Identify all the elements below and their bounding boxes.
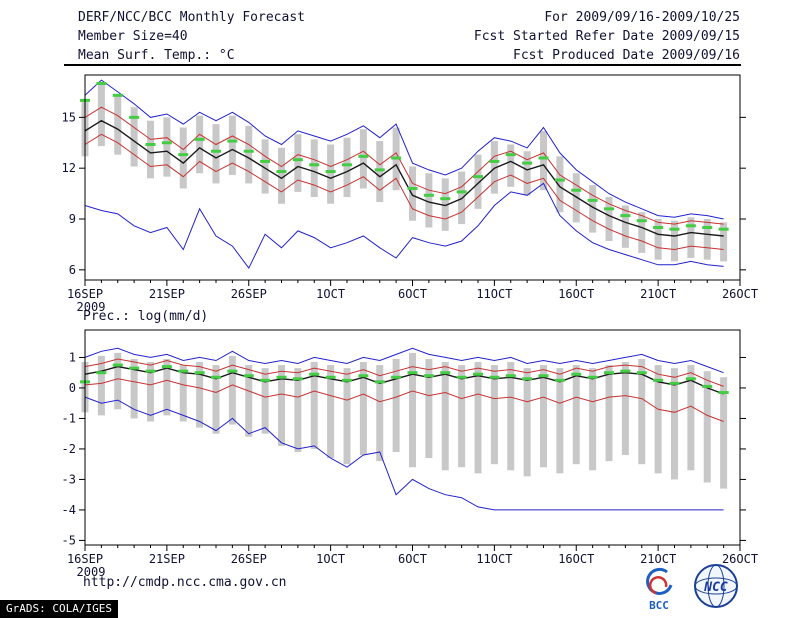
series-plus-sigma [84, 358, 724, 387]
series-minus-sigma [84, 378, 724, 422]
grads-credit-badge: GrADS: COLA/IGES [0, 600, 118, 618]
refer-date-label: Fcst Started Refer Date 2009/09/15 [473, 29, 740, 44]
bcc-logo-text: BCC [649, 599, 669, 612]
series-ensemble-max [84, 347, 724, 374]
series-minus-sigma [84, 133, 724, 251]
svg-text:2009: 2009 [77, 565, 106, 579]
variable-label: Mean Surf. Temp.: °C [78, 48, 235, 63]
spread-boxes [81, 352, 728, 489]
svg-text:-2: -2 [62, 442, 76, 456]
ncc-logo: NCC [694, 564, 738, 608]
svg-text:1OCT: 1OCT [316, 552, 345, 566]
svg-text:-5: -5 [62, 533, 76, 547]
svg-text:1: 1 [69, 350, 76, 364]
svg-text:-3: -3 [62, 472, 76, 486]
svg-text:26SEP: 26SEP [231, 552, 267, 566]
svg-text:0: 0 [69, 381, 76, 395]
header-divider [64, 64, 741, 66]
svg-text:-4: -4 [62, 503, 76, 517]
ncc-logo-text: NCC [703, 580, 728, 595]
temperature-chart: 15 12 9 6 16SEP 21SEP 26SEP 1OCT 6OCT 11OCT 16OCT 2… [62, 74, 758, 314]
svg-text:2009: 2009 [77, 300, 106, 314]
svg-text:21SEP: 21SEP [149, 552, 185, 566]
y-axis: 1 0 -1 -2 -3 -4 -5 [62, 350, 746, 547]
svg-text:26OCT: 26OCT [722, 287, 758, 301]
svg-text:6OCT: 6OCT [398, 287, 427, 301]
svg-text:15: 15 [62, 110, 76, 124]
svg-text:26OCT: 26OCT [722, 552, 758, 566]
svg-text:1OCT: 1OCT [316, 287, 345, 301]
member-size-label: Member Size=40 [78, 29, 188, 44]
median-dashes [80, 81, 729, 231]
svg-text:21SEP: 21SEP [149, 287, 185, 301]
series-ensemble-mean [84, 365, 724, 395]
series-ensemble-min [84, 182, 724, 270]
svg-text:16OCT: 16OCT [558, 287, 594, 301]
produced-date-label: Fcst Produced Date 2009/09/16 [513, 48, 740, 63]
x-axis: 16SEP 21SEP 26SEP 1OCT 6OCT 11OCT 16OCT 21OCT 26… [67, 280, 758, 314]
series-plus-sigma [84, 106, 724, 225]
series-ensemble-min [84, 396, 724, 511]
svg-text:26SEP: 26SEP [231, 287, 267, 301]
svg-text:16SEP: 16SEP [67, 552, 103, 566]
page-title: DERF/NCC/BCC Monthly Forecast [78, 10, 305, 25]
svg-text:6: 6 [69, 263, 76, 277]
ncc-globe-equator [694, 577, 738, 595]
svg-text:9: 9 [69, 212, 76, 226]
svg-text:-1: -1 [62, 411, 76, 425]
bcc-logo: BCC [646, 567, 673, 612]
svg-text:6OCT: 6OCT [398, 552, 427, 566]
ncc-globe-meridian [707, 564, 725, 608]
svg-text:11OCT: 11OCT [476, 552, 512, 566]
x-axis: 16SEP 21SEP 26SEP 1OCT 6OCT 11OCT 16OCT 21OCT 26… [67, 545, 758, 579]
svg-text:11OCT: 11OCT [476, 287, 512, 301]
chart-title: Prec.: log(mm/d) [83, 309, 208, 324]
bcc-swirl-red [649, 576, 668, 595]
series-ensemble-max [84, 79, 724, 220]
svg-text:16OCT: 16OCT [558, 552, 594, 566]
series-ensemble-mean [84, 119, 724, 237]
svg-text:21OCT: 21OCT [640, 552, 676, 566]
svg-text:21OCT: 21OCT [640, 287, 676, 301]
y-axis: 15 12 9 6 [62, 110, 746, 277]
spread-boxes [81, 83, 728, 262]
website-url: http://cmdp.ncc.cma.gov.cn [83, 575, 287, 590]
svg-text:16SEP: 16SEP [67, 287, 103, 301]
precipitation-chart: 1 0 -1 -2 -3 -4 -5 16SEP 21SEP 26SEP 1OCT 6OCT 11OCT… [62, 309, 759, 579]
bcc-swirl-blue [646, 567, 673, 595]
forecast-range-label: For 2009/09/16-2009/10/25 [544, 10, 740, 25]
svg-text:12: 12 [62, 161, 76, 175]
